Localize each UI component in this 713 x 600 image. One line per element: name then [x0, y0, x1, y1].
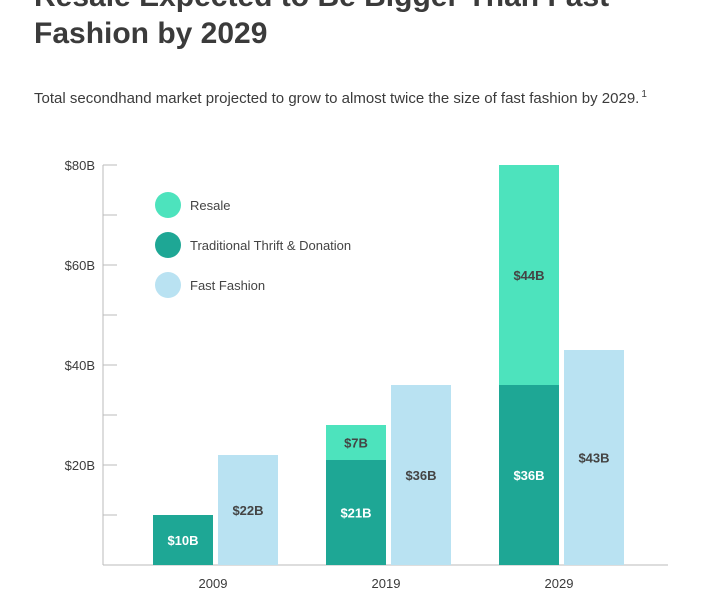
data-label-resale-2029: $44B: [513, 268, 544, 283]
x-tick-label: 2019: [372, 576, 401, 591]
y-tick-label: $60B: [65, 258, 95, 273]
chart-title: Resale Expected to Be Bigger Than Fast F…: [34, 0, 609, 50]
bar-fast-fashion-2019: [391, 385, 451, 565]
y-tick-label: $40B: [65, 358, 95, 373]
legend-label: Resale: [190, 198, 230, 213]
y-tick-label: $80B: [65, 158, 95, 173]
x-tick-label: 2009: [199, 576, 228, 591]
data-label-traditional-2019: $21B: [340, 506, 371, 521]
subtitle-text: Total secondhand market projected to gro…: [34, 90, 640, 107]
bar-fast-fashion-2029: [564, 350, 624, 565]
chart-subtitle: Total secondhand market projected to gro…: [34, 89, 647, 107]
legend-swatch: [155, 192, 181, 218]
x-tick-label: 2029: [545, 576, 574, 591]
bar-traditional-2029: [499, 385, 559, 565]
footnote-marker[interactable]: 1: [641, 89, 647, 100]
data-label-resale-2019: $7B: [344, 436, 368, 451]
data-label-fast-fashion-2029: $43B: [578, 451, 609, 466]
legend-swatch: [155, 272, 181, 298]
data-label-fast-fashion-2009: $22B: [232, 503, 263, 518]
data-label-traditional-2009: $10B: [167, 533, 198, 548]
y-tick-label: $20B: [65, 458, 95, 473]
bar-traditional-2009: [153, 515, 213, 565]
legend-label: Fast Fashion: [190, 278, 265, 293]
legend-swatch: [155, 232, 181, 258]
bar-resale-2019: [326, 425, 386, 460]
data-label-traditional-2029: $36B: [513, 468, 544, 483]
bar-fast-fashion-2009: [218, 455, 278, 565]
legend-label: Traditional Thrift & Donation: [190, 238, 351, 253]
bar-traditional-2019: [326, 460, 386, 565]
data-label-fast-fashion-2019: $36B: [405, 468, 436, 483]
bar-resale-2029: [499, 165, 559, 385]
